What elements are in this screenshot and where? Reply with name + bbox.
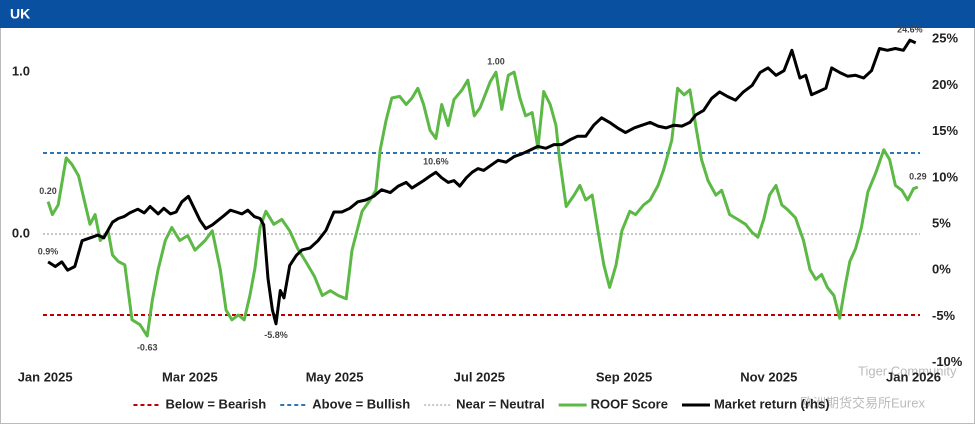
y-tick-label: 0.0 — [12, 225, 30, 240]
legend-label: Below = Bearish — [165, 396, 266, 411]
x-tick-label: Nov 2025 — [740, 369, 797, 384]
y-tick-label: 1.0 — [12, 64, 30, 79]
watermark: 欧洲期货交易所Eurex — [800, 395, 925, 410]
legend-label: ROOF Score — [591, 396, 668, 411]
value-label: 0.20 — [39, 186, 57, 196]
y2-tick-label: 15% — [932, 123, 958, 138]
x-tick-label: Sep 2025 — [596, 369, 652, 384]
y2-tick-label: 10% — [932, 169, 958, 184]
x-tick-label: Jan 2026 — [886, 369, 941, 384]
legend-label: Above = Bullish — [312, 396, 410, 411]
value-label: 0.29 — [909, 171, 927, 181]
value-label: -0.63 — [137, 342, 158, 352]
value-label: 1.00 — [487, 56, 505, 66]
series-line — [46, 70, 919, 338]
legend-label: Near = Neutral — [456, 396, 545, 411]
x-tick-label: Jul 2025 — [454, 369, 505, 384]
y2-tick-label: 5% — [932, 215, 951, 230]
value-label: -5.8% — [264, 330, 288, 340]
series-line — [47, 38, 917, 326]
y2-tick-label: -5% — [932, 308, 956, 323]
y2-tick-label: 25% — [932, 31, 958, 46]
x-tick-label: May 2025 — [306, 369, 364, 384]
y2-tick-label: -10% — [932, 354, 963, 369]
y2-tick-label: 20% — [932, 77, 958, 92]
chart-title: UK — [10, 6, 30, 22]
y2-tick-label: 0% — [932, 262, 951, 277]
header-bar — [0, 0, 975, 28]
watermark: Tiger Community — [858, 363, 957, 378]
x-tick-label: Mar 2025 — [162, 369, 218, 384]
value-label: 0.9% — [38, 246, 59, 256]
value-label: 24.6% — [897, 25, 923, 35]
x-tick-label: Jan 2025 — [18, 369, 73, 384]
value-label: 10.6% — [423, 157, 449, 167]
legend-label: Market return (rhs) — [714, 396, 830, 411]
